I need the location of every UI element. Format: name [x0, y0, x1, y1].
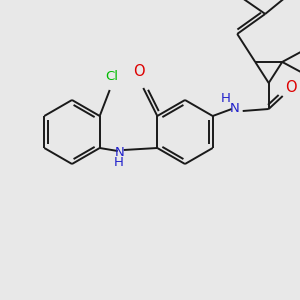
Text: N: N	[230, 101, 240, 115]
Text: O: O	[134, 64, 145, 79]
Text: H: H	[114, 157, 124, 169]
Text: Cl: Cl	[105, 70, 118, 83]
Text: N: N	[115, 146, 124, 158]
Text: H: H	[221, 92, 231, 106]
Text: O: O	[285, 80, 296, 94]
